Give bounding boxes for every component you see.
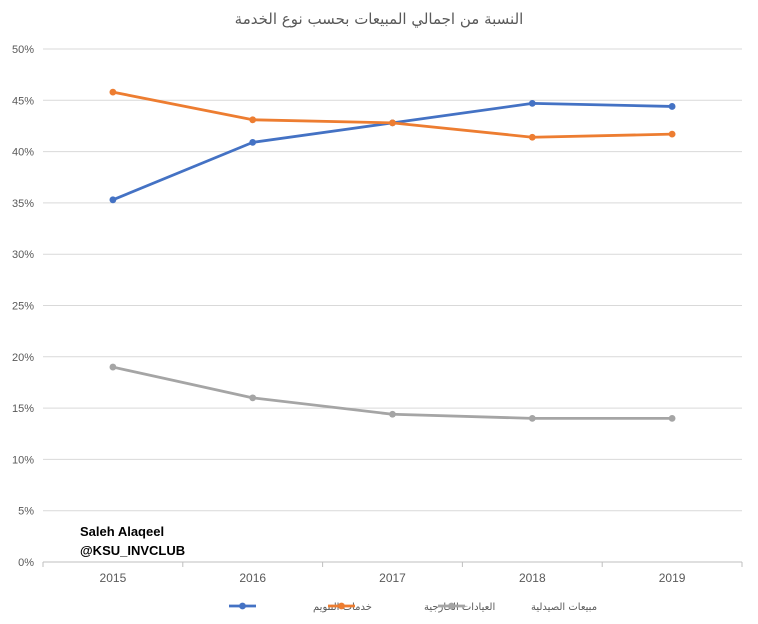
legend-marker (448, 602, 455, 610)
data-point (249, 116, 257, 124)
x-tick-label: 2018 (519, 571, 546, 585)
y-tick-label: 0% (18, 557, 34, 569)
y-tick-label: 30% (12, 249, 34, 261)
legend: خدمات التنويم العيادات الخارجية مبيعات الص… (229, 602, 597, 613)
data-point (109, 363, 117, 371)
y-axis-ticks: 0% 5% 10% 15% 20% 25% 30% 35% 40% 45% 50% (12, 44, 34, 569)
data-point (528, 99, 536, 107)
x-tick-label: 2019 (659, 571, 686, 585)
y-tick-label: 40% (12, 147, 34, 159)
data-point (109, 196, 117, 204)
legend-marker (239, 602, 246, 610)
watermark: Saleh Alaqeel @KSU_INVCLUB (80, 522, 185, 560)
y-tick-label: 10% (12, 454, 34, 466)
y-tick-label: 15% (12, 403, 34, 415)
watermark-name: Saleh Alaqeel (80, 524, 165, 539)
series-line-1 (111, 90, 674, 139)
data-point (109, 88, 117, 96)
x-tick-label: 2015 (100, 571, 127, 585)
gridlines (43, 48, 742, 563)
y-tick-label: 5% (18, 506, 34, 518)
data-point (668, 130, 676, 138)
series-lines (109, 88, 676, 422)
x-tick-label: 2016 (239, 571, 266, 585)
chart-title: النسبة من اجمالي المبيعات بحسب نوع الخدم… (235, 10, 524, 29)
y-tick-label: 50% (12, 44, 34, 56)
legend-label: مبيعات الصيدلية (531, 602, 597, 613)
y-tick-label: 45% (12, 95, 34, 107)
y-tick-label: 20% (12, 352, 34, 364)
data-point (249, 394, 257, 402)
y-tick-label: 25% (12, 301, 34, 313)
x-tick-label: 2017 (379, 571, 406, 585)
legend-label: العيادات الخارجية (424, 602, 495, 613)
data-point (528, 414, 536, 422)
data-point (249, 138, 257, 146)
legend-marker (338, 602, 345, 610)
series-line-2 (111, 365, 674, 420)
y-tick-label: 35% (12, 198, 34, 210)
watermark-handle: @KSU_INVCLUB (80, 543, 186, 558)
data-point (389, 410, 396, 418)
x-axis: 2015 2016 2017 2018 2019 (42, 562, 743, 585)
data-point (668, 414, 676, 422)
data-point (528, 133, 536, 141)
data-point (668, 103, 676, 110)
data-point (389, 119, 396, 127)
